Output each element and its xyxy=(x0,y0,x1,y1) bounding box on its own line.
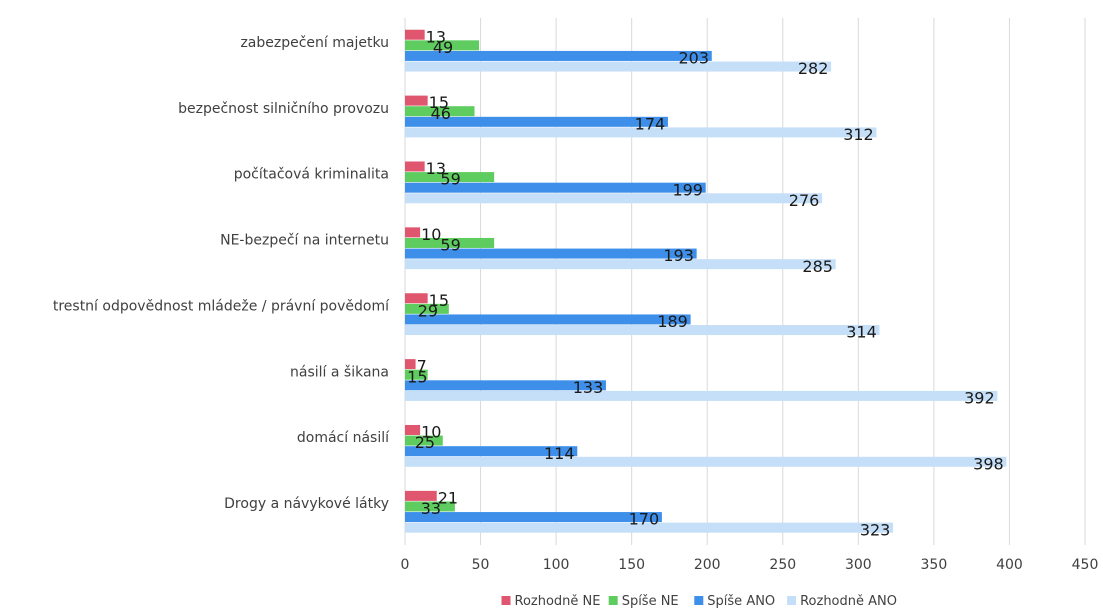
category-label: NE-bezpečí na internetu xyxy=(220,233,389,249)
bar xyxy=(405,50,712,61)
x-tick-label: 350 xyxy=(921,557,948,573)
bar xyxy=(405,456,1007,467)
data-label: 15 xyxy=(429,93,449,112)
bar xyxy=(405,490,437,501)
bar xyxy=(405,248,697,259)
bar xyxy=(405,314,691,325)
category-label: bezpečnost silničního provozu xyxy=(178,101,389,117)
bar xyxy=(405,293,428,304)
category-labels: zabezpečení majetku bezpečnost silničního… xyxy=(53,35,390,512)
data-label: 15 xyxy=(407,367,427,386)
data-label: 114 xyxy=(544,444,575,463)
data-label: 13 xyxy=(426,159,446,178)
data-label: 10 xyxy=(421,423,441,442)
bars xyxy=(405,29,1007,533)
data-label: 276 xyxy=(789,191,820,210)
category-label: trestní odpovědnost mládeže / právní pov… xyxy=(53,298,390,314)
data-label: 7 xyxy=(417,357,427,376)
bar xyxy=(405,127,877,138)
x-tick-label: 450 xyxy=(1072,557,1099,573)
bar xyxy=(405,61,832,72)
data-label: 312 xyxy=(843,125,874,144)
x-tick-label: 250 xyxy=(769,557,796,573)
data-label: 203 xyxy=(678,49,709,68)
bar xyxy=(405,369,428,380)
data-label: 285 xyxy=(802,257,833,276)
data-label: 15 xyxy=(429,291,449,310)
bar xyxy=(405,435,443,446)
legend-swatch xyxy=(787,596,797,605)
data-label: 170 xyxy=(629,510,660,529)
bar xyxy=(405,259,836,270)
data-label: 323 xyxy=(860,520,891,539)
data-label: 133 xyxy=(573,378,604,397)
legend-label: Spíše NE xyxy=(622,594,679,609)
bar xyxy=(405,325,880,336)
bar xyxy=(405,29,425,40)
data-label: 13 xyxy=(426,27,446,46)
bar xyxy=(405,182,706,193)
category-label: zabezpečení majetku xyxy=(240,35,389,51)
bar xyxy=(405,446,578,457)
legend-swatch xyxy=(694,596,704,605)
bar xyxy=(405,193,823,204)
x-tick-label: 50 xyxy=(472,557,490,573)
legend-label: Rozhodně ANO xyxy=(800,594,897,609)
data-label: 49 xyxy=(433,38,453,57)
bar xyxy=(405,106,475,117)
data-label: 10 xyxy=(421,225,441,244)
legend-swatch xyxy=(608,596,618,605)
x-tick-label: 300 xyxy=(845,557,872,573)
bar xyxy=(405,40,480,51)
x-tick-label: 150 xyxy=(618,557,645,573)
bar xyxy=(405,522,894,533)
legend-swatch xyxy=(501,596,511,605)
data-label: 46 xyxy=(431,104,451,123)
data-label: 33 xyxy=(421,499,441,518)
data-label: 59 xyxy=(440,170,460,189)
data-label: 392 xyxy=(964,389,995,408)
data-label: 193 xyxy=(663,246,694,265)
bar xyxy=(405,359,416,370)
data-label: 199 xyxy=(672,180,703,199)
x-axis-tick-labels: 0 50 100 150 200 250 300 350 400 450 xyxy=(401,557,1099,573)
gridlines xyxy=(404,18,1086,545)
data-labels: 1349203282154617431213591992761059193285… xyxy=(407,27,1004,539)
legend-label: Rozhodně NE xyxy=(515,594,601,609)
bar xyxy=(405,172,495,183)
x-tick-label: 400 xyxy=(996,557,1023,573)
data-label: 59 xyxy=(440,236,460,255)
bar xyxy=(405,227,421,238)
bar xyxy=(405,501,455,512)
legend-label: Spíše ANO xyxy=(707,594,775,609)
bar xyxy=(405,95,428,106)
data-label: 314 xyxy=(846,323,877,342)
data-label: 29 xyxy=(418,301,438,320)
category-label: domácí násilí xyxy=(297,430,390,446)
x-tick-label: 200 xyxy=(694,557,721,573)
x-tick-label: 100 xyxy=(543,557,570,573)
data-label: 21 xyxy=(438,488,458,507)
category-label: Drogy a návykové látky xyxy=(224,496,389,512)
bar xyxy=(405,303,449,314)
bar xyxy=(405,380,606,391)
data-label: 282 xyxy=(798,59,829,78)
bar xyxy=(405,237,495,248)
bar xyxy=(405,390,998,401)
category-label: násilí a šikana xyxy=(290,364,389,380)
data-label: 398 xyxy=(973,454,1004,473)
data-label: 25 xyxy=(415,433,435,452)
bar xyxy=(405,116,668,127)
category-label: počítačová kriminalita xyxy=(234,167,389,183)
bar xyxy=(405,424,421,435)
x-tick-label: 0 xyxy=(401,557,410,573)
data-label: 189 xyxy=(657,312,688,331)
bar xyxy=(405,161,425,172)
data-label: 174 xyxy=(635,114,666,133)
legend: Rozhodně NE Spíše NE Spíše ANO Rozhodně ANO xyxy=(501,594,897,609)
bar xyxy=(405,512,662,523)
